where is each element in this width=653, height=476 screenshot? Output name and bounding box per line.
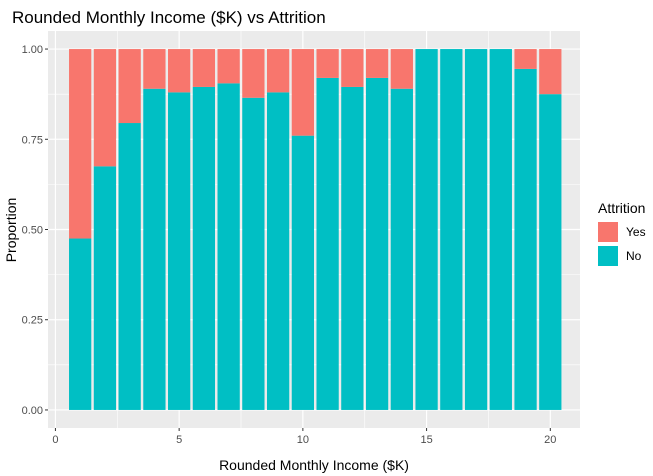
bar-no: [192, 86, 216, 410]
x-tick-label: 0: [52, 434, 58, 446]
legend-key-yes: [598, 222, 618, 242]
bar-yes: [365, 49, 389, 78]
legend-title: Attrition: [598, 200, 645, 216]
bar-no: [69, 238, 92, 410]
bar-no: [489, 49, 512, 410]
y-tick-label: 0.50: [22, 225, 43, 237]
bar-yes: [69, 49, 92, 239]
y-tick-label: 0.25: [22, 315, 43, 327]
bar-no: [341, 86, 364, 410]
bar-no: [118, 123, 141, 410]
y-axis-title: Proportion: [3, 198, 19, 263]
y-tick-label: 1.00: [22, 44, 43, 56]
x-axis-title: Rounded Monthly Income ($K): [219, 457, 409, 473]
bar-yes: [118, 49, 141, 124]
bar-no: [266, 92, 290, 410]
y-tick-label: 0.75: [22, 134, 43, 146]
bar-yes: [291, 49, 314, 136]
bar-yes: [192, 49, 216, 87]
bar-no: [514, 68, 537, 410]
bar-yes: [514, 49, 537, 69]
bar-yes: [143, 49, 166, 89]
bar-yes: [266, 49, 290, 93]
bar-yes: [168, 49, 191, 93]
legend-label-no: No: [626, 249, 642, 263]
legend-label-yes: Yes: [626, 225, 646, 239]
x-tick-label: 5: [176, 434, 182, 446]
legend-key-no: [598, 246, 618, 266]
legend: Attrition Yes No: [598, 200, 646, 266]
bar-no: [464, 49, 488, 410]
bars-group: [69, 49, 562, 410]
bar-no: [365, 77, 389, 410]
y-tick-label: 0.00: [22, 405, 43, 417]
bar-no: [291, 135, 314, 410]
bar-no: [93, 166, 117, 410]
bar-yes: [93, 49, 117, 167]
x-tick-label: 10: [297, 434, 309, 446]
legend-items: Yes No: [598, 222, 646, 266]
bar-no: [316, 77, 339, 410]
bar-yes: [539, 49, 562, 95]
bar-no: [539, 94, 562, 410]
bar-yes: [316, 49, 339, 78]
bar-no: [415, 49, 438, 410]
bar-yes: [242, 49, 265, 98]
bar-no: [168, 92, 191, 410]
x-tick-label: 15: [420, 434, 432, 446]
bar-no: [217, 83, 240, 410]
chart-title: Rounded Monthly Income ($K) vs Attrition: [12, 8, 326, 27]
bar-no: [440, 49, 463, 410]
bar-no: [143, 88, 166, 410]
bar-yes: [341, 49, 364, 87]
bar-no: [390, 88, 413, 410]
bar-yes: [390, 49, 413, 89]
x-axis: 0 5 10 15 20: [52, 428, 556, 446]
bar-no: [242, 97, 265, 410]
bar-yes: [217, 49, 240, 84]
x-tick-label: 20: [544, 434, 556, 446]
y-axis: 0.00 0.25 0.50 0.75 1.00: [22, 44, 48, 417]
